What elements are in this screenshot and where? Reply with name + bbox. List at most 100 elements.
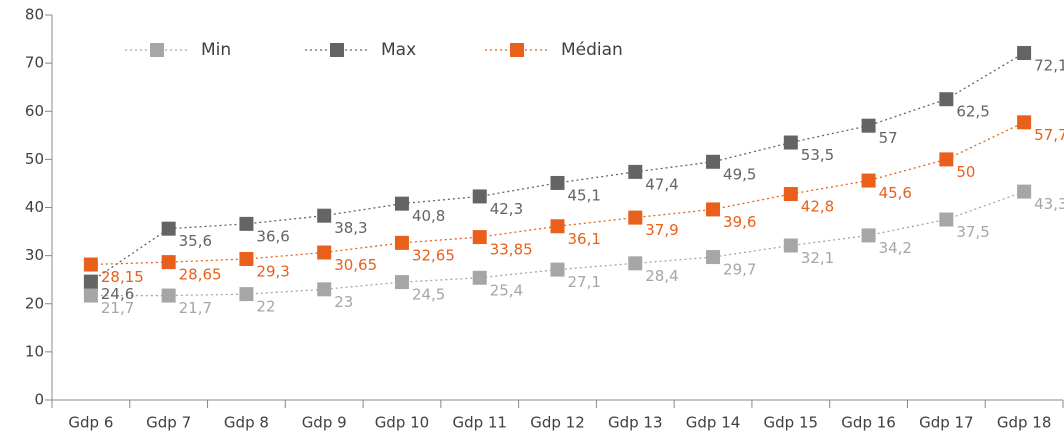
data-label: 45,1 <box>568 186 601 204</box>
marker <box>239 251 254 266</box>
marker <box>317 208 332 223</box>
marker <box>939 152 954 167</box>
data-label: 32,65 <box>412 246 455 264</box>
data-label: 37,5 <box>956 223 989 241</box>
marker <box>239 216 254 231</box>
x-tick-label: Gdp 16 <box>841 414 896 432</box>
marker <box>706 154 721 169</box>
x-tick-label: Gdp 9 <box>302 414 347 432</box>
marker <box>317 282 332 297</box>
data-label: 43,3 <box>1034 195 1064 213</box>
data-label: 39,6 <box>723 213 756 231</box>
marker <box>472 270 487 285</box>
marker <box>394 196 409 211</box>
data-label: 21,7 <box>179 299 212 317</box>
data-label: 21,7 <box>101 299 134 317</box>
x-tick-label: Gdp 17 <box>919 414 974 432</box>
y-tick-label: 50 <box>25 150 44 168</box>
marker <box>239 287 254 302</box>
legend-marker <box>510 43 524 57</box>
data-label: 22 <box>256 298 275 316</box>
y-tick-label: 10 <box>25 342 44 360</box>
marker <box>161 221 176 236</box>
y-tick-label: 30 <box>25 246 44 264</box>
marker <box>161 255 176 270</box>
data-label: 57 <box>879 129 898 147</box>
y-tick-label: 40 <box>25 198 44 216</box>
data-label: 24,5 <box>412 286 445 304</box>
marker <box>628 256 643 271</box>
x-tick-label: Gdp 6 <box>68 414 113 432</box>
data-label: 30,65 <box>334 256 377 274</box>
x-tick-label: Gdp 11 <box>452 414 507 432</box>
marker <box>83 274 98 289</box>
marker <box>939 212 954 227</box>
marker <box>861 118 876 133</box>
x-tick-label: Gdp 18 <box>997 414 1052 432</box>
data-label: 50 <box>956 163 975 181</box>
marker <box>83 288 98 303</box>
x-tick-label: Gdp 15 <box>764 414 819 432</box>
legend-label: Min <box>201 40 231 60</box>
data-label: 24,6 <box>101 285 134 303</box>
marker <box>550 262 565 277</box>
y-tick-label: 60 <box>25 102 44 120</box>
data-label: 28,4 <box>645 267 678 285</box>
marker <box>1017 46 1032 61</box>
legend-label: Max <box>381 40 416 60</box>
data-label: 32,1 <box>801 249 834 267</box>
marker <box>550 219 565 234</box>
data-label: 27,1 <box>568 273 601 291</box>
marker <box>394 235 409 250</box>
data-label: 35,6 <box>179 232 212 250</box>
data-label: 36,1 <box>568 230 601 248</box>
data-label: 28,15 <box>101 268 144 286</box>
marker <box>706 202 721 217</box>
marker <box>706 250 721 265</box>
marker <box>861 228 876 243</box>
x-tick-label: Gdp 7 <box>146 414 191 432</box>
marker <box>161 288 176 303</box>
x-tick-label: Gdp 10 <box>375 414 430 432</box>
x-tick-label: Gdp 13 <box>608 414 663 432</box>
marker <box>472 189 487 204</box>
data-label: 33,85 <box>490 241 533 259</box>
data-label: 29,3 <box>256 262 289 280</box>
x-tick-label: Gdp 8 <box>224 414 269 432</box>
legend-marker <box>150 43 164 57</box>
data-label: 40,8 <box>412 207 445 225</box>
marker <box>1017 115 1032 130</box>
marker <box>472 230 487 245</box>
legend-label: Médian <box>561 40 623 60</box>
marker <box>783 238 798 253</box>
y-tick-label: 0 <box>34 391 44 409</box>
data-label: 38,3 <box>334 219 367 237</box>
x-tick-label: Gdp 14 <box>686 414 741 432</box>
marker <box>394 275 409 290</box>
y-tick-label: 70 <box>25 54 44 72</box>
data-label: 29,7 <box>723 261 756 279</box>
data-label: 25,4 <box>490 281 523 299</box>
data-label: 34,2 <box>879 239 912 257</box>
data-label: 23 <box>334 293 353 311</box>
marker <box>317 245 332 260</box>
x-tick-label: Gdp 12 <box>530 414 585 432</box>
data-label: 62,5 <box>956 103 989 121</box>
data-label: 28,65 <box>179 266 222 284</box>
data-label: 53,5 <box>801 146 834 164</box>
data-label: 45,6 <box>879 184 912 202</box>
marker <box>1017 184 1032 199</box>
marker <box>628 164 643 179</box>
marker <box>861 173 876 188</box>
legend-marker <box>330 43 344 57</box>
data-label: 37,9 <box>645 221 678 239</box>
data-label: 57,7 <box>1034 126 1064 144</box>
marker <box>628 210 643 225</box>
data-label: 47,4 <box>645 175 678 193</box>
marker <box>783 135 798 150</box>
y-tick-label: 80 <box>25 6 44 24</box>
marker <box>83 257 98 272</box>
data-label: 36,6 <box>256 227 289 245</box>
data-label: 42,3 <box>490 200 523 218</box>
